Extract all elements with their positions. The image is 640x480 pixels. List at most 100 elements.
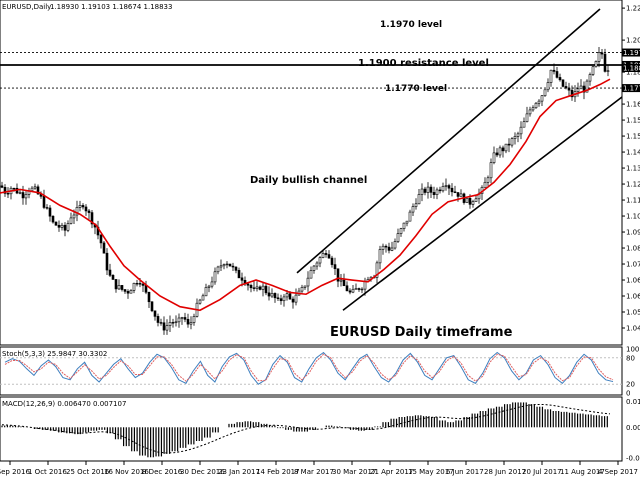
- candle-body: [114, 279, 118, 290]
- y-tick-label: 1.2040: [626, 37, 640, 45]
- x-tick-label: 14 Feb 2017: [256, 468, 300, 476]
- candle-body: [420, 188, 424, 195]
- candle-body: [600, 52, 604, 55]
- candle-body: [90, 212, 94, 225]
- candle-body: [429, 186, 433, 193]
- candle-body: [411, 206, 415, 213]
- x-tick-label: 8 Mar 2017: [294, 468, 334, 476]
- candle-body: [237, 270, 241, 279]
- y-axis: 1.2220 1.2040 1.1860 1.1770 1.1680 1.1590 1.15…: [622, 5, 640, 463]
- stoch-main-line: [4, 351, 614, 385]
- candle-body: [75, 207, 79, 216]
- macd-signal-line: [1, 403, 611, 454]
- candle-body: [273, 293, 277, 299]
- candle-body: [495, 152, 499, 156]
- annotation-channel: Daily bullish channel: [250, 175, 367, 186]
- price-label-box: [622, 64, 640, 73]
- candle-body: [267, 292, 271, 297]
- candle-body: [51, 215, 55, 223]
- candle-body: [351, 288, 355, 293]
- candle-body: [141, 283, 145, 286]
- candle-body: [549, 69, 553, 83]
- candle-body: [324, 253, 328, 255]
- candle-body: [375, 262, 379, 278]
- candle-body: [153, 310, 157, 317]
- candle-body: [522, 121, 526, 128]
- candle-body: [213, 271, 217, 283]
- candle-body: [309, 270, 313, 279]
- candle-body: [99, 234, 103, 244]
- candle-body: [186, 319, 190, 325]
- candle-body: [576, 88, 580, 92]
- y-tick-label: 1.0690: [626, 277, 640, 285]
- candle-body: [441, 186, 445, 192]
- candle-body: [597, 52, 601, 62]
- candle-body: [78, 205, 82, 208]
- candle-body: [108, 269, 112, 276]
- candle-body: [558, 77, 562, 81]
- channel-line-upper: [296, 8, 601, 274]
- candle-body: [84, 206, 88, 212]
- candle-body: [354, 288, 358, 290]
- candle-body: [150, 301, 154, 312]
- x-tick-label: 25 Oct 2016: [66, 468, 110, 476]
- candle-body: [426, 186, 430, 193]
- candle-body: [423, 188, 427, 193]
- macd-panel: [0, 396, 623, 462]
- price-label: 1.1770: [623, 85, 640, 93]
- candle-body: [417, 194, 421, 205]
- candle-body: [450, 187, 454, 193]
- candle-body: [246, 283, 250, 286]
- y-tick-label: 1.0510: [626, 309, 640, 317]
- candle-body: [336, 268, 340, 282]
- y-tick-label: 1.1500: [626, 133, 640, 141]
- candle-body: [216, 266, 220, 273]
- candle-body: [159, 322, 163, 324]
- horizontal-levels: [0, 52, 622, 89]
- candle-body: [525, 113, 529, 123]
- candle-body: [18, 192, 22, 194]
- x-tick-label: 4 Sep 2017: [598, 468, 638, 476]
- stoch-title: Stoch(5,3,3) 25.9847 30.3302: [2, 350, 107, 358]
- candle-body: [21, 192, 25, 199]
- x-tick-label: 1 Oct 2016: [28, 468, 67, 476]
- candle-body: [561, 79, 565, 87]
- channel-line-lower: [342, 96, 623, 311]
- candle-body: [486, 177, 490, 183]
- candle-body: [204, 287, 208, 297]
- candle-body: [168, 322, 172, 326]
- candle-body: [156, 316, 160, 323]
- candle-body: [66, 223, 70, 231]
- candle-body: [381, 245, 385, 250]
- candle-body: [264, 285, 268, 294]
- macd-tick-label: 0.0150: [626, 398, 640, 406]
- candle-body: [192, 316, 196, 323]
- candle-body: [357, 288, 361, 290]
- candle-body: [177, 317, 181, 323]
- candle-body: [279, 298, 283, 302]
- candle-body: [312, 265, 316, 271]
- candle-body: [396, 233, 400, 242]
- candle-body: [435, 189, 439, 195]
- candle-body: [579, 85, 583, 90]
- candle-body: [456, 192, 460, 197]
- candle-body: [348, 290, 352, 293]
- candle-body: [201, 295, 205, 301]
- candle-body: [144, 285, 148, 293]
- candle-body: [402, 222, 406, 229]
- symbol-label: EURUSD,Daily: [2, 3, 51, 11]
- candle-body: [48, 207, 52, 217]
- candle-body: [129, 290, 133, 294]
- candle-body: [471, 201, 475, 205]
- y-tick-label: 1.0780: [626, 261, 640, 269]
- macd-tick-label: 0.00: [626, 424, 640, 432]
- candle-body: [36, 186, 40, 195]
- candle-body: [498, 147, 502, 156]
- y-tick-label: 1.1860: [626, 69, 640, 77]
- candle-body: [390, 247, 394, 251]
- candle-body: [378, 249, 382, 264]
- candle-body: [255, 286, 259, 289]
- candle-body: [174, 321, 178, 323]
- candle-body: [120, 285, 124, 290]
